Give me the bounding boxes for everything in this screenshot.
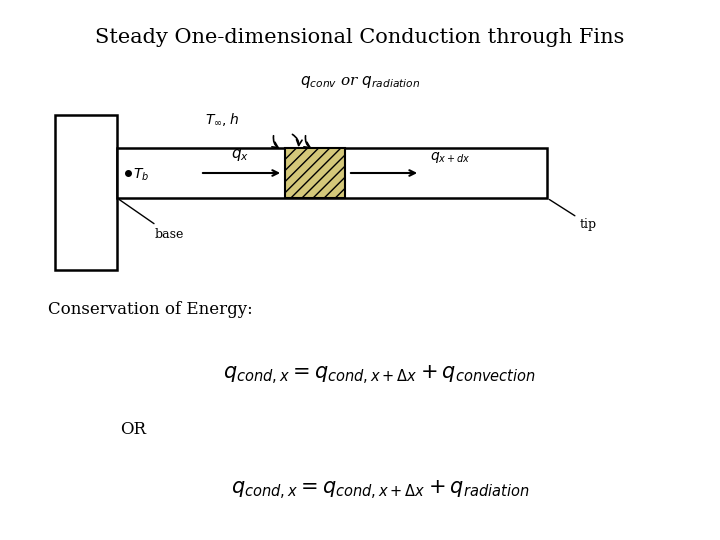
Text: $q_{cond,x} = q_{cond,x+\Delta x} + q_{convection}$: $q_{cond,x} = q_{cond,x+\Delta x} + q_{c… — [223, 363, 536, 387]
Text: base: base — [120, 200, 184, 241]
Bar — [117, 148, 547, 198]
Text: tip: tip — [549, 199, 597, 231]
Text: $q_{x+dx}$: $q_{x+dx}$ — [430, 150, 470, 165]
Text: $q_x$: $q_x$ — [231, 147, 249, 163]
Text: $T_b$: $T_b$ — [133, 167, 149, 183]
Text: Steady One-dimensional Conduction through Fins: Steady One-dimensional Conduction throug… — [95, 28, 625, 47]
Text: OR: OR — [120, 422, 146, 438]
Text: $T_{\infty}, h$: $T_{\infty}, h$ — [205, 111, 239, 128]
Text: Conservation of Energy:: Conservation of Energy: — [48, 301, 253, 319]
Text: $q_{cond,x} = q_{cond,x+\Delta x} + q_{radiation}$: $q_{cond,x} = q_{cond,x+\Delta x} + q_{r… — [231, 478, 529, 502]
Text: $q_{conv}$ or $q_{radiation}$: $q_{conv}$ or $q_{radiation}$ — [300, 74, 420, 90]
Bar — [55, 115, 117, 270]
Bar — [285, 148, 345, 198]
